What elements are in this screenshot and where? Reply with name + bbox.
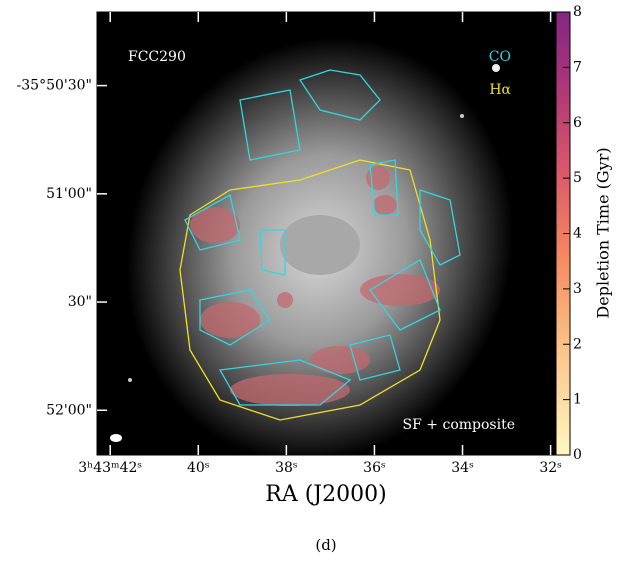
legend-co: CO	[489, 49, 511, 65]
colorbar-label: Depletion Time (Gyr)	[594, 147, 613, 318]
colorbar-tick-label: 0	[573, 447, 582, 463]
object-name: FCC290	[128, 49, 186, 65]
annotation: SF + composite	[403, 417, 515, 433]
x-axis-label: RA (J2000)	[265, 482, 386, 507]
colorbar-tick-label: 1	[573, 392, 582, 408]
colorbar-tick-label: 4	[573, 226, 582, 242]
colorbar-tick-label: 8	[573, 4, 582, 20]
colorbar-tick-label: 7	[573, 59, 582, 75]
x-tick-label: 34ˢ	[451, 460, 474, 476]
x-tick-label: 38ˢ	[275, 460, 298, 476]
x-tick-label: 3ʰ43ᵐ42ˢ	[78, 460, 142, 476]
y-tick-label: -35°50'30"	[17, 78, 92, 94]
legend-halpha: Hα	[489, 82, 511, 98]
colorbar-tick-label: 3	[573, 281, 582, 297]
colorbar-tick-label: 6	[573, 115, 582, 131]
y-tick-label: 52'00"	[46, 402, 92, 418]
x-tick-label: 40ˢ	[187, 460, 210, 476]
caption: (d)	[315, 536, 336, 554]
x-tick-label: 32ˢ	[539, 460, 562, 476]
galaxy-image	[110, 37, 514, 455]
y-tick-label: 51'00"	[46, 186, 92, 202]
x-tick-label: 36ˢ	[363, 460, 386, 476]
y-tick-label: 30"	[68, 294, 92, 310]
colorbar-tick-label: 2	[573, 336, 582, 352]
colorbar-tick-label: 5	[573, 170, 582, 186]
